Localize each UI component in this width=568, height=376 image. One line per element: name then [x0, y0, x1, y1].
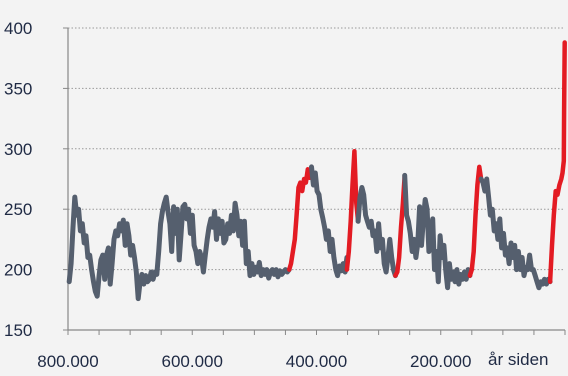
co2-series-segment-3-red [344, 148, 361, 272]
x-tick-label-200000: 200.000 [410, 352, 471, 371]
co2-series-segment-5-red [393, 173, 407, 278]
y-tick-label-200: 200 [4, 261, 32, 280]
y-tick-label-250: 250 [4, 200, 32, 219]
y-tick-label-350: 350 [4, 79, 32, 98]
co2-series-segment-6-gray [402, 172, 473, 291]
data-series [66, 40, 567, 302]
co2-series-segment-4-gray [355, 185, 398, 279]
y-tick-label-150: 150 [4, 321, 32, 340]
co2-series-segment-2-gray [309, 164, 350, 279]
x-tick-label-800000: 800.000 [37, 352, 98, 371]
x-tick-label-400000: 400.000 [286, 352, 347, 371]
axes [63, 27, 566, 335]
co2-series-segment-9-red [547, 40, 567, 284]
y-tick-label-400: 400 [4, 19, 32, 38]
x-axis-label: år siden [488, 350, 548, 369]
co2-series-segment-7-red [467, 164, 484, 278]
co2-series-segment-0-gray [66, 194, 292, 302]
y-tick-label-300: 300 [4, 140, 32, 159]
tick-labels: 400 350 300 250 200 150 800.000 600.000 400.000 2… [4, 19, 471, 371]
x-tick-label-600000: 600.000 [162, 352, 223, 371]
co2-series-segment-8-gray [478, 176, 553, 291]
co2-series-segment-1-red [286, 164, 314, 272]
grid-lines [68, 27, 565, 271]
